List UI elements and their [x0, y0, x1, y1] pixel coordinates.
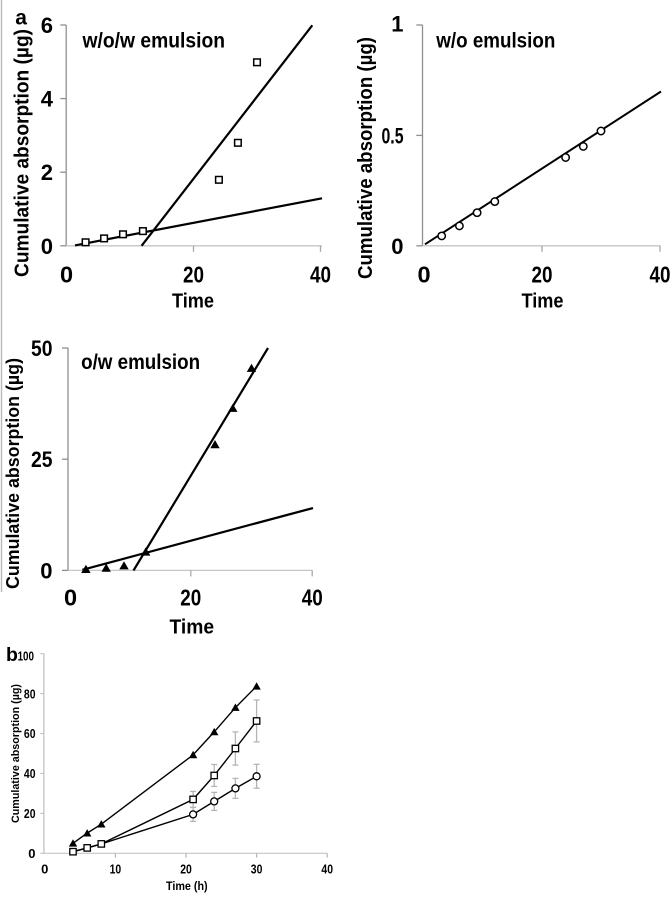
svg-text:40: 40	[24, 766, 36, 781]
svg-text:40: 40	[650, 262, 671, 288]
svg-text:20: 20	[532, 262, 553, 288]
svg-text:w/o/w emulsion: w/o/w emulsion	[82, 30, 225, 53]
svg-text:0: 0	[391, 234, 403, 259]
svg-text:Time: Time	[172, 291, 214, 313]
svg-text:Cumulative absorption (µg): Cumulative absorption (µg)	[11, 29, 33, 277]
svg-text:100: 100	[18, 648, 34, 663]
svg-text:o/w emulsion: o/w emulsion	[81, 351, 200, 374]
svg-text:0: 0	[41, 861, 48, 876]
svg-text:w/o emulsion: w/o emulsion	[435, 29, 555, 52]
svg-text:0.5: 0.5	[382, 123, 404, 148]
svg-text:1: 1	[391, 12, 403, 37]
svg-text:10: 10	[110, 861, 122, 876]
svg-text:Cumulative absorption (µg): Cumulative absorption (µg)	[2, 358, 23, 589]
svg-text:20: 20	[183, 262, 204, 288]
svg-text:6: 6	[41, 13, 53, 38]
svg-text:Cumulative absorption (µg): Cumulative absorption (µg)	[10, 684, 22, 823]
svg-text:2: 2	[41, 160, 53, 185]
svg-text:50: 50	[31, 336, 53, 361]
svg-text:Time: Time	[522, 291, 564, 313]
svg-text:20: 20	[180, 861, 192, 876]
svg-text:20: 20	[24, 806, 36, 821]
svg-text:80: 80	[24, 686, 36, 701]
svg-text:60: 60	[24, 726, 36, 741]
svg-text:Cumulative absorption (µg): Cumulative absorption (µg)	[355, 37, 377, 279]
svg-text:a: a	[15, 7, 27, 30]
svg-text:4: 4	[41, 87, 54, 112]
svg-text:0: 0	[41, 234, 53, 259]
svg-text:Time: Time	[170, 617, 215, 639]
svg-text:30: 30	[251, 861, 263, 876]
svg-text:25: 25	[31, 447, 53, 472]
svg-text:40: 40	[302, 585, 323, 611]
svg-text:20: 20	[180, 585, 201, 611]
svg-text:0: 0	[28, 846, 35, 861]
svg-text:40: 40	[310, 262, 331, 288]
svg-text:b: b	[6, 644, 18, 666]
svg-text:Time (h): Time (h)	[166, 881, 208, 893]
svg-text:0: 0	[64, 585, 77, 611]
svg-text:0: 0	[60, 262, 73, 288]
svg-text:0: 0	[40, 558, 52, 583]
svg-text:0: 0	[417, 262, 430, 288]
svg-text:40: 40	[321, 861, 333, 876]
